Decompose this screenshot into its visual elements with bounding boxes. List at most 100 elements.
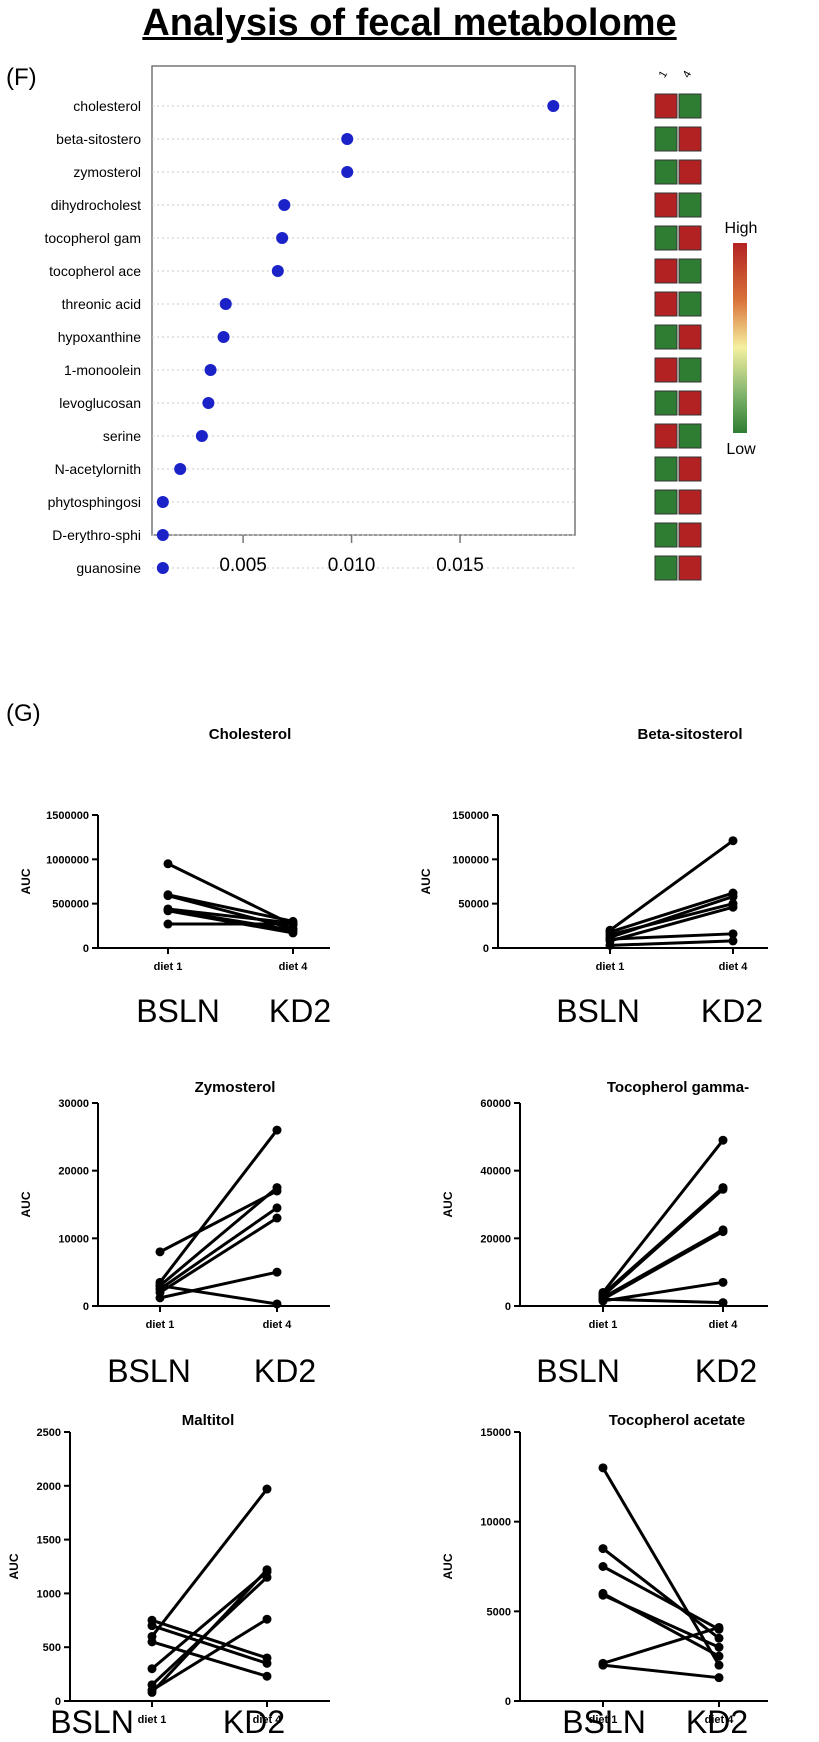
- heatmap-cell: [654, 357, 678, 383]
- x-tick-label: diet 1: [589, 1319, 618, 1331]
- chart-title: Beta-sitosterol: [637, 726, 742, 743]
- data-point-diet1: [605, 940, 615, 950]
- chart-title: Maltitol: [182, 1412, 235, 1429]
- subject-line: [602, 1280, 724, 1303]
- subject-line: [151, 1617, 268, 1692]
- subject-line: [159, 1216, 278, 1294]
- importance-dot: [156, 496, 169, 508]
- y-tick-label: 1000: [37, 1588, 61, 1600]
- heatmap-cell: [678, 555, 702, 581]
- heatmap-cell: [654, 555, 678, 581]
- metabolite-label: hypoxanthine: [58, 329, 142, 345]
- x-tick-label: diet 1: [138, 1714, 167, 1726]
- data-point-diet1: [163, 919, 173, 929]
- x-tick-label: 0.010: [328, 555, 376, 576]
- data-point-diet4: [262, 1572, 272, 1582]
- legend-low-label: Low: [726, 441, 756, 458]
- data-point-diet1: [155, 1281, 165, 1291]
- importance-dot: [276, 232, 289, 244]
- x-tick-label: diet 4: [253, 1714, 283, 1726]
- data-point-diet4: [718, 1184, 728, 1194]
- data-point-diet1: [598, 1294, 608, 1304]
- page-title: Analysis of fecal metabolome: [142, 2, 677, 44]
- y-tick-label: 0: [83, 943, 89, 955]
- data-point-diet4: [728, 836, 738, 846]
- importance-dot: [195, 430, 208, 442]
- x-tick-label: diet 1: [154, 961, 183, 973]
- y-tick-label: 2000: [37, 1481, 61, 1493]
- x-tick-label: diet 4: [709, 1319, 739, 1331]
- y-tick-label: 60000: [480, 1098, 511, 1110]
- heatmap-cell: [678, 126, 702, 152]
- subject-line: [150, 1488, 269, 1638]
- data-point-diet4: [728, 936, 738, 946]
- subject-line: [602, 1626, 720, 1665]
- y-tick-label: 1000000: [46, 854, 89, 866]
- y-axis-label: AUC: [441, 1553, 455, 1579]
- subject-line: [609, 902, 734, 937]
- data-point-diet4: [288, 928, 298, 938]
- group-label-kd2: KD2: [223, 1704, 285, 1740]
- heatmap-cell: [654, 489, 678, 515]
- heatmap-cell: [678, 456, 702, 482]
- metabolite-label: N-acetylornith: [55, 461, 141, 477]
- data-point-diet1: [598, 1463, 608, 1473]
- group-label-bsln: BSLN: [107, 1353, 191, 1389]
- heatmap-cell: [654, 159, 678, 185]
- heatmap-cell: [654, 324, 678, 350]
- group-label-bsln: BSLN: [536, 1353, 620, 1389]
- heatmap-cell: [654, 423, 678, 449]
- y-tick-label: 0: [55, 1696, 61, 1708]
- y-axis-label: AUC: [19, 868, 33, 894]
- chart-title: Tocopherol gamma-: [607, 1079, 749, 1096]
- metabolite-label: tocopherol gam: [44, 230, 141, 246]
- y-tick-label: 30000: [58, 1098, 89, 1110]
- group-label-kd2: KD2: [269, 993, 331, 1029]
- subject-line: [151, 1640, 268, 1678]
- importance-dot: [156, 562, 169, 574]
- subject-line: [158, 1129, 279, 1284]
- heatmap-cell: [654, 456, 678, 482]
- y-axis-label: AUC: [441, 1191, 455, 1217]
- metabolite-label: cholesterol: [73, 98, 141, 114]
- subject-line: [601, 1467, 721, 1666]
- x-tick-label: diet 4: [705, 1714, 735, 1726]
- group-label-kd2: KD2: [701, 993, 763, 1029]
- group-label-kd2: KD2: [254, 1353, 316, 1389]
- metabolite-label: threonic acid: [62, 296, 141, 312]
- data-point-diet4: [714, 1642, 724, 1652]
- heatmap-cell: [678, 291, 702, 317]
- group-label-bsln: BSLN: [136, 993, 220, 1029]
- y-tick-label: 500000: [52, 899, 89, 911]
- y-tick-label: 1500: [37, 1535, 61, 1547]
- y-axis-label: AUC: [7, 1553, 21, 1579]
- subject-line: [602, 1547, 720, 1640]
- plot-frame: [151, 65, 576, 536]
- heatmap-cell: [678, 324, 702, 350]
- group-label-bsln: BSLN: [556, 993, 640, 1029]
- data-point-diet1: [155, 1293, 165, 1303]
- group-label-bsln: BSLN: [50, 1704, 134, 1740]
- heatmap-cell: [654, 126, 678, 152]
- heatmap-cell: [654, 258, 678, 284]
- importance-dot: [204, 364, 217, 376]
- subject-line: [159, 1284, 278, 1306]
- data-point-diet4: [272, 1299, 282, 1309]
- data-point-diet1: [598, 1590, 608, 1600]
- y-tick-label: 1500000: [46, 810, 89, 822]
- heatmap-cell: [654, 522, 678, 548]
- subject-line: [150, 1568, 269, 1694]
- y-tick-label: 150000: [452, 810, 489, 822]
- subject-line: [159, 1206, 278, 1291]
- data-point-diet4: [728, 929, 738, 939]
- heatmap-cell: [678, 258, 702, 284]
- panel-g-label: (G): [6, 700, 41, 727]
- group-label-kd2: KD2: [686, 1704, 748, 1740]
- subject-line: [602, 1297, 724, 1305]
- legend-high-label: High: [725, 220, 758, 237]
- y-tick-label: 15000: [480, 1427, 511, 1439]
- y-tick-label: 20000: [480, 1233, 511, 1245]
- data-point-diet1: [147, 1621, 157, 1631]
- x-tick-label: diet 4: [719, 961, 749, 973]
